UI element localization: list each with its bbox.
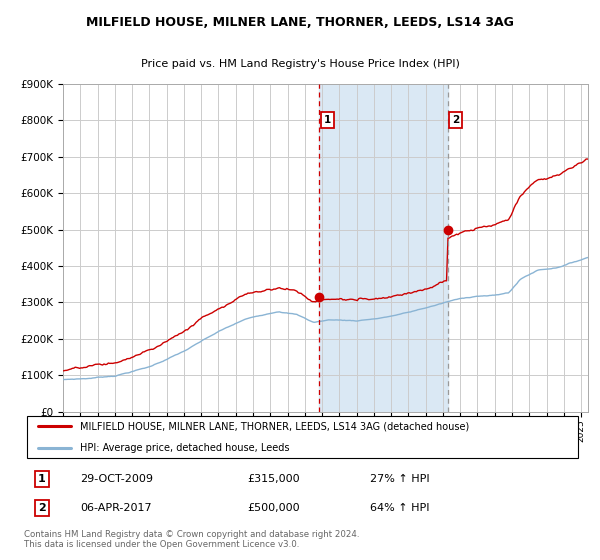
Text: Contains HM Land Registry data © Crown copyright and database right 2024.
This d: Contains HM Land Registry data © Crown c…: [24, 530, 359, 549]
Text: 1: 1: [323, 115, 331, 125]
Text: £500,000: £500,000: [247, 503, 300, 513]
FancyBboxPatch shape: [27, 416, 578, 459]
Text: MILFIELD HOUSE, MILNER LANE, THORNER, LEEDS, LS14 3AG: MILFIELD HOUSE, MILNER LANE, THORNER, LE…: [86, 16, 514, 29]
Text: £315,000: £315,000: [247, 474, 300, 484]
Text: 29-OCT-2009: 29-OCT-2009: [80, 474, 153, 484]
Text: MILFIELD HOUSE, MILNER LANE, THORNER, LEEDS, LS14 3AG (detached house): MILFIELD HOUSE, MILNER LANE, THORNER, LE…: [80, 421, 469, 431]
Text: 2: 2: [38, 503, 46, 513]
Text: 06-APR-2017: 06-APR-2017: [80, 503, 151, 513]
Text: 64% ↑ HPI: 64% ↑ HPI: [370, 503, 430, 513]
Bar: [319, 84, 448, 412]
Text: 2: 2: [452, 115, 459, 125]
Text: HPI: Average price, detached house, Leeds: HPI: Average price, detached house, Leed…: [80, 444, 289, 454]
Text: 27% ↑ HPI: 27% ↑ HPI: [370, 474, 430, 484]
Text: Price paid vs. HM Land Registry's House Price Index (HPI): Price paid vs. HM Land Registry's House …: [140, 59, 460, 69]
Text: 1: 1: [38, 474, 46, 484]
